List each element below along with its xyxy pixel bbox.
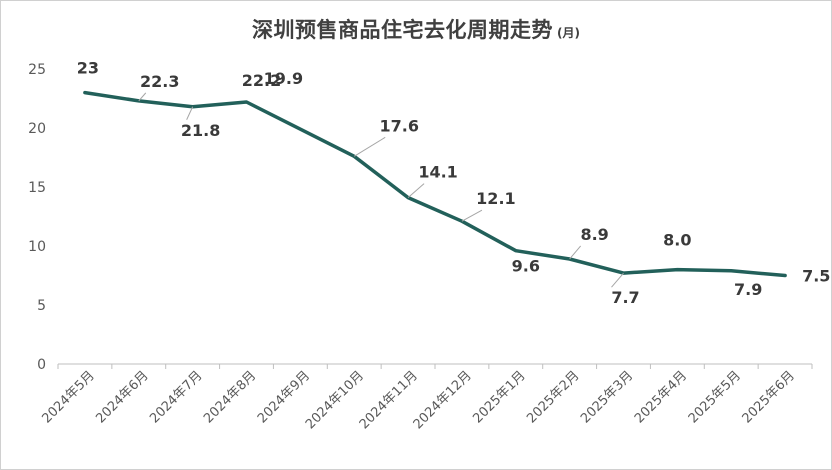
data-label: 9.6 — [512, 257, 540, 276]
data-label: 19.9 — [264, 69, 303, 88]
series-line — [83, 90, 787, 278]
x-tick-label: 2024年5月 — [40, 368, 98, 426]
data-label-leader — [461, 209, 483, 222]
data-label: 8.0 — [663, 231, 691, 250]
data-label: 7.5 — [802, 267, 830, 286]
data-label: 14.1 — [418, 163, 457, 182]
data-label-leader — [186, 106, 194, 120]
y-tick-label: 15 — [28, 180, 46, 196]
data-label: 12.1 — [476, 189, 515, 208]
y-tick-label: 0 — [37, 357, 46, 373]
x-tick-label: 2025年1月 — [470, 368, 528, 426]
x-tick-label: 2025年6月 — [740, 368, 798, 426]
x-tick-label: 2025年3月 — [578, 368, 636, 426]
data-label-leader — [569, 245, 582, 260]
x-tick-label: 2024年8月 — [201, 368, 259, 426]
x-tick-label: 2024年9月 — [255, 368, 313, 426]
data-label: 7.7 — [611, 288, 639, 307]
data-label: 7.9 — [734, 280, 762, 299]
x-tick-label: 2024年12月 — [411, 368, 475, 432]
x-tick-label: 2025年4月 — [632, 368, 690, 426]
chart-unit: (月) — [557, 26, 580, 40]
data-label: 22.3 — [140, 72, 179, 91]
data-label: 23 — [77, 59, 99, 78]
data-label-leader — [407, 183, 425, 198]
y-tick-label: 5 — [37, 298, 46, 314]
x-tick-label: 2024年6月 — [93, 368, 151, 426]
data-label-leader — [138, 92, 147, 102]
data-label: 8.9 — [580, 225, 608, 244]
chart-title-block: 深圳预售商品住宅去化周期走势 (月) — [0, 14, 832, 44]
x-tick-label: 2025年2月 — [524, 368, 582, 426]
chart-title: 深圳预售商品住宅去化周期走势 — [252, 18, 553, 42]
data-label-leader — [611, 272, 624, 288]
data-label: 22.2 — [242, 71, 281, 90]
y-tick-label: 20 — [28, 121, 46, 137]
x-tick-label: 2025年5月 — [686, 368, 744, 426]
y-tick-label: 25 — [28, 62, 46, 78]
y-tick-label: 10 — [28, 239, 46, 255]
data-label: 21.8 — [181, 121, 220, 140]
data-label-leader — [353, 136, 386, 157]
x-tick-label: 2024年7月 — [147, 368, 205, 426]
data-label: 17.6 — [379, 116, 418, 135]
